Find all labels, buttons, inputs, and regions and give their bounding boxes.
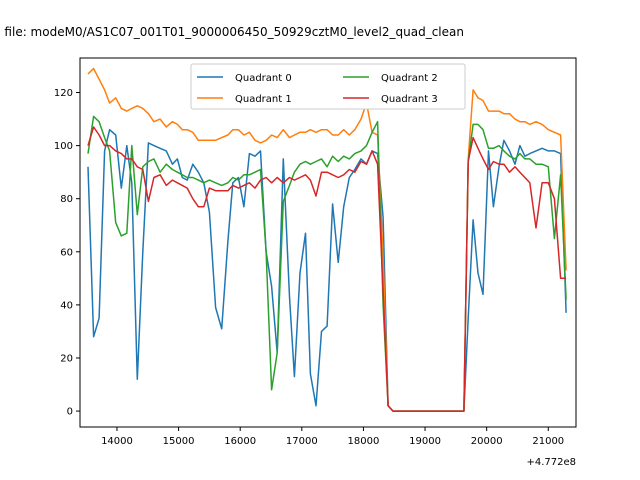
legend-label-quadrant-1: Quadrant 1: [235, 94, 292, 105]
y-tick-label: 100: [54, 141, 73, 152]
y-tick-label: 120: [54, 88, 73, 99]
y-axis: 0 20 40 60 80 100 120: [54, 88, 80, 418]
y-tick-label: 20: [60, 353, 73, 364]
x-tick-label: 21000: [532, 436, 564, 447]
y-tick-label: 0: [67, 407, 73, 418]
y-tick-label: 60: [60, 247, 73, 258]
legend-label-quadrant-2: Quadrant 2: [381, 73, 438, 84]
x-tick-label: 17000: [286, 436, 318, 447]
legend-label-quadrant-0: Quadrant 0: [235, 73, 292, 84]
legend-box: [190, 63, 466, 110]
legend: Quadrant 0 Quadrant 1 Quadrant 2 Quadrant 3: [190, 63, 466, 110]
x-tick-label: 19000: [409, 436, 441, 447]
series-line-quadrant-0: [87, 128, 567, 412]
x-tick-label: 15000: [163, 436, 195, 447]
y-tick-label: 40: [60, 300, 73, 311]
plot-frame: [79, 57, 577, 428]
series-line-quadrant-1: [87, 67, 567, 412]
series-line-quadrant-3: [87, 126, 567, 412]
y-tick-label: 80: [60, 194, 73, 205]
series-line-quadrant-2: [87, 115, 567, 412]
x-tick-label: 20000: [471, 436, 503, 447]
x-tick-label: 14000: [101, 436, 133, 447]
x-tick-label: 18000: [348, 436, 380, 447]
x-axis: 14000 15000 16000 17000 18000 19000 20000 21000: [101, 427, 564, 447]
x-offset-label: +4.772e8: [526, 457, 576, 468]
legend-label-quadrant-3: Quadrant 3: [381, 94, 438, 105]
x-tick-label: 16000: [224, 436, 256, 447]
chart-title: n file: modeM0/AS1C07_001T01_9000006450_…: [0, 25, 464, 39]
series-layer: [87, 67, 567, 412]
